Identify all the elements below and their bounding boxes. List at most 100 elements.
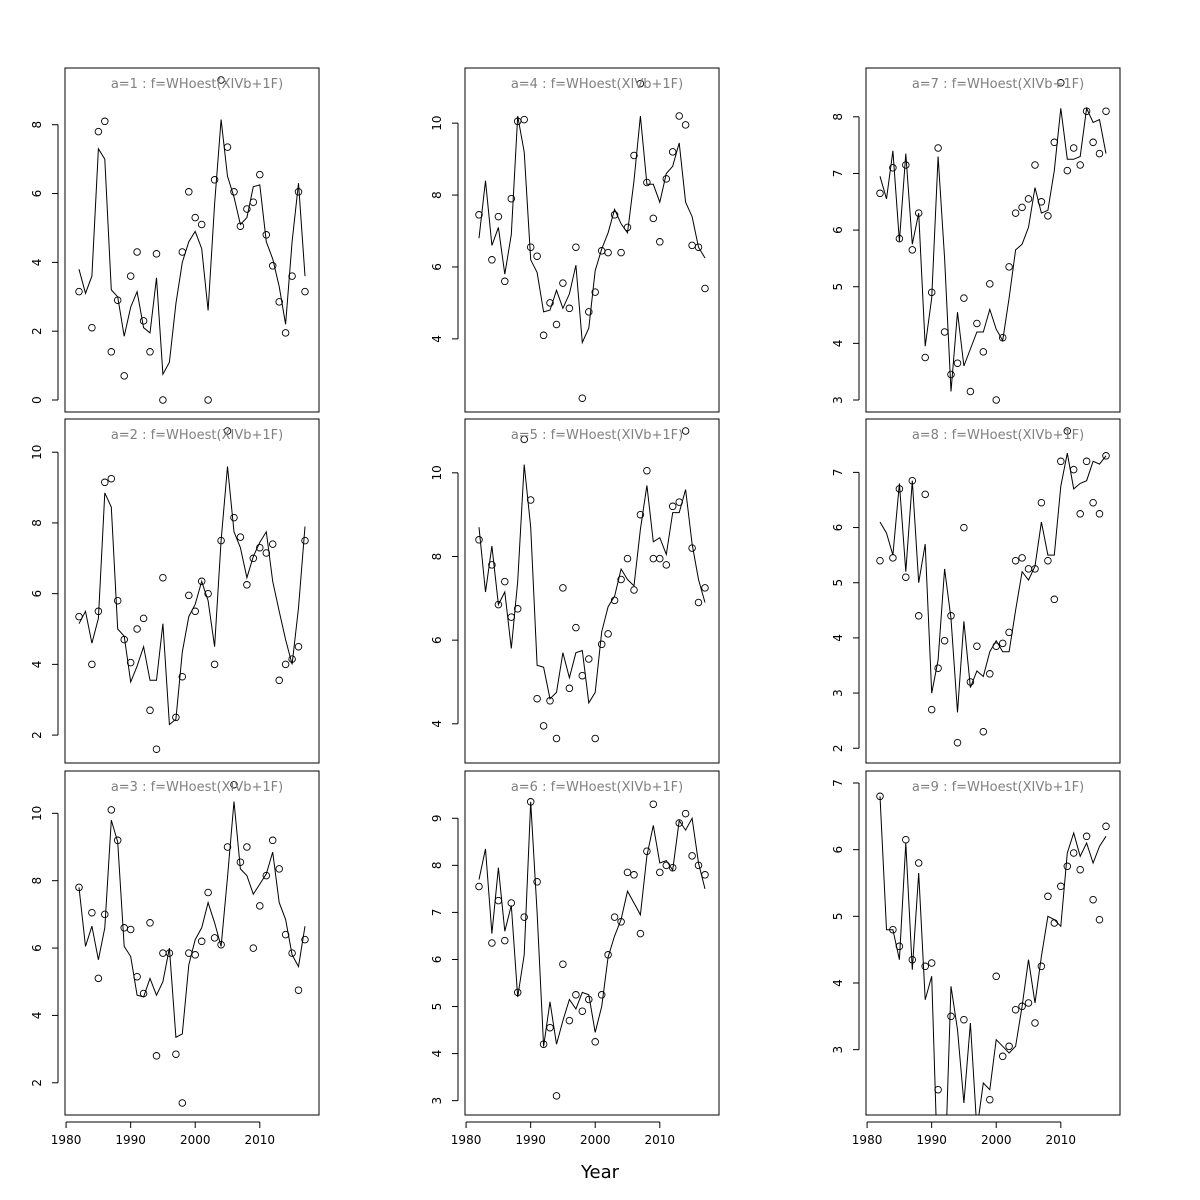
data-point	[204, 888, 212, 897]
data-point	[494, 212, 503, 221]
data-point	[223, 843, 232, 851]
data-point	[668, 148, 677, 156]
data-point	[146, 706, 154, 715]
y-tick-label: 3	[831, 689, 845, 697]
y-tick-label: 5	[831, 283, 845, 291]
y-tick-label: 5	[831, 579, 845, 587]
data-point	[662, 561, 671, 569]
y-tick-label: 4	[430, 1050, 444, 1058]
data-point	[1076, 161, 1084, 169]
data-point	[501, 577, 509, 586]
data-point	[701, 871, 709, 879]
fitted-line	[879, 106, 1107, 392]
data-point	[927, 705, 936, 714]
data-point	[230, 188, 238, 196]
y-tick-label: 6	[430, 636, 444, 644]
data-point	[152, 1052, 161, 1060]
data-point	[288, 272, 296, 280]
data-point	[565, 1016, 574, 1025]
y-tick-label: 6	[30, 590, 44, 598]
panel-title: a=3 : f=WHoest(XIVb+1F)	[111, 780, 283, 795]
y-tick-label: 5	[430, 1003, 444, 1011]
data-point	[139, 317, 148, 325]
panel-title: a=6 : f=WHoest(XIVb+1F)	[511, 780, 683, 795]
y-tick-label: 8	[430, 862, 444, 870]
data-point	[191, 607, 199, 616]
data-point	[256, 543, 264, 552]
data-point	[1044, 212, 1052, 220]
data-point	[185, 591, 193, 600]
plot-frame	[64, 67, 320, 413]
data-point	[681, 427, 690, 435]
data-point	[998, 639, 1007, 648]
data-point	[668, 502, 677, 511]
chart-panel-6: a=8 : f=WHoest(XIVb+1F) 2 3 4 5 6 7	[831, 418, 1121, 764]
data-point	[953, 359, 962, 367]
x-tick-label: 1980	[852, 1133, 883, 1147]
data-point	[876, 792, 884, 801]
data-point	[249, 198, 258, 206]
data-point	[256, 902, 264, 910]
data-point	[120, 372, 128, 380]
data-point	[475, 536, 483, 544]
data-point	[701, 284, 709, 293]
data-point	[275, 298, 283, 306]
data-point	[88, 323, 96, 332]
data-point	[223, 143, 232, 151]
data-point	[876, 189, 884, 198]
data-point	[146, 919, 154, 927]
data-point	[552, 734, 561, 743]
data-point	[494, 600, 503, 609]
y-tick-label: 6	[30, 190, 44, 198]
data-point	[1095, 149, 1104, 158]
data-point	[662, 861, 671, 870]
data-point	[934, 664, 942, 672]
data-point	[610, 913, 619, 921]
y-tick-label: 8	[430, 553, 444, 561]
data-point	[1082, 832, 1091, 841]
data-point	[597, 640, 606, 649]
data-point	[649, 214, 658, 223]
data-point	[236, 533, 245, 541]
data-point	[630, 586, 638, 594]
data-point	[1063, 427, 1072, 435]
y-tick-label: 8	[30, 877, 44, 885]
chart-panel-9: a=9 : f=WHoest(XIVb+1F) 3 4 5 6 7 1980 1990 2000…	[831, 770, 1121, 1147]
data-point	[107, 474, 116, 483]
data-point	[604, 630, 612, 638]
data-point	[649, 554, 658, 563]
y-tick-label: 6	[831, 226, 845, 234]
data-point	[1076, 865, 1084, 874]
y-tick-label: 7	[831, 170, 845, 178]
data-point	[675, 112, 683, 120]
data-point	[966, 678, 975, 686]
data-point	[973, 319, 981, 328]
data-point	[688, 544, 696, 552]
data-point	[992, 642, 1000, 650]
data-point	[113, 296, 122, 304]
data-point	[934, 144, 942, 152]
data-point	[559, 960, 567, 968]
data-point	[636, 510, 645, 519]
data-point	[294, 642, 303, 651]
data-point	[133, 625, 141, 633]
data-point	[681, 121, 690, 129]
data-point	[565, 304, 574, 313]
data-point	[902, 835, 910, 844]
y-tick-label: 7	[430, 909, 444, 917]
data-point	[159, 396, 167, 404]
chart-panel-4: a=2 : f=WHoest(XIVb+1F) 2 4 6 8 10	[30, 418, 320, 764]
data-point	[921, 353, 929, 362]
plot-frame	[865, 67, 1121, 413]
data-point	[191, 213, 199, 222]
data-point	[546, 1023, 554, 1032]
data-point	[986, 670, 994, 678]
data-point	[992, 396, 1000, 404]
data-point	[526, 496, 535, 504]
y-tick-label: 6	[30, 944, 44, 952]
data-point	[230, 513, 238, 522]
data-point	[501, 936, 509, 945]
data-point	[1089, 895, 1097, 904]
data-point	[630, 151, 638, 160]
data-point	[294, 986, 303, 994]
